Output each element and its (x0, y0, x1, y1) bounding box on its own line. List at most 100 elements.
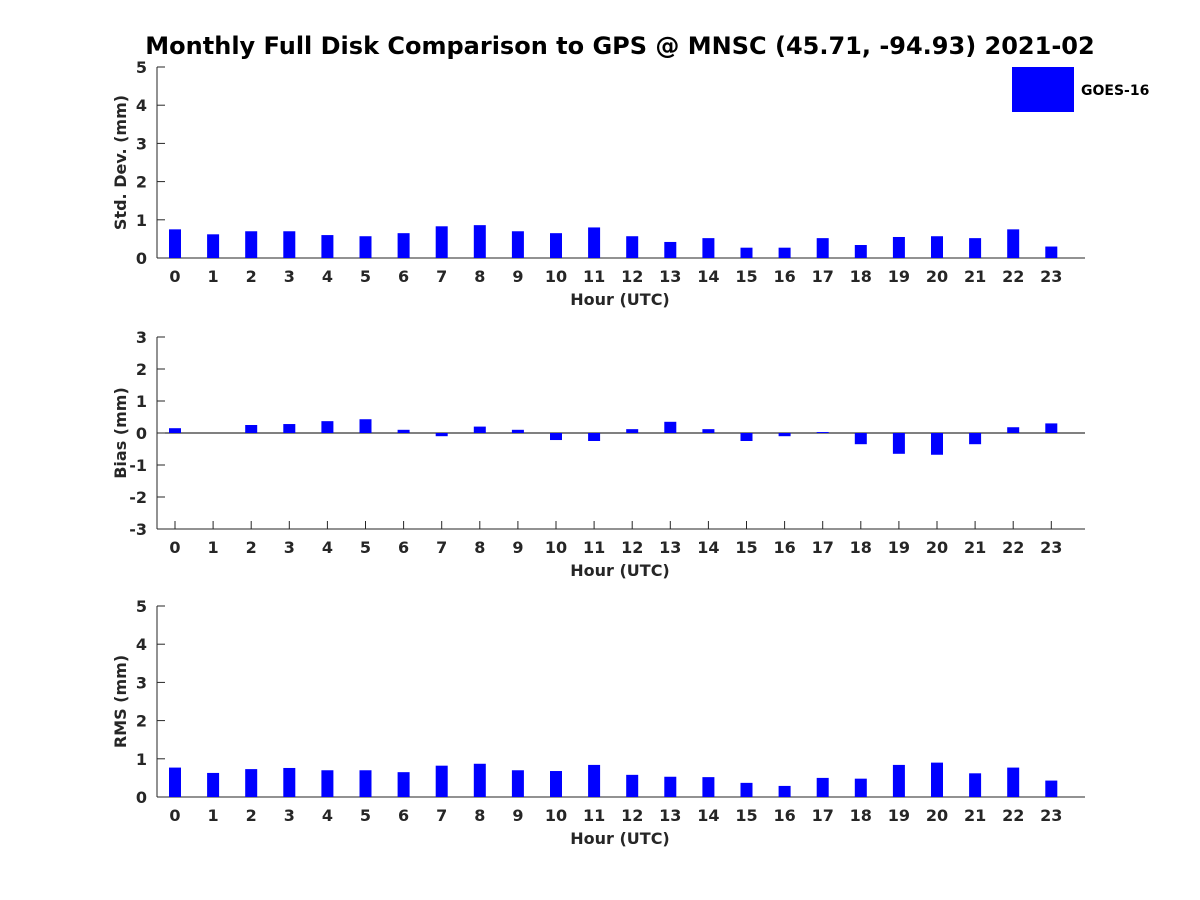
legend-label-goes-16: GOES-16 (1081, 83, 1149, 99)
rms-x-tick-label: 2 (246, 806, 257, 825)
bias-y-tick-label: -3 (129, 520, 147, 539)
rms-bar-hour-17 (816, 777, 829, 797)
rms-bar-hour-4 (321, 770, 334, 797)
bias-bar-hour-20 (931, 433, 943, 455)
std-dev-bar-hour-3 (283, 231, 296, 258)
rms-x-tick-label: 1 (208, 806, 219, 825)
std-dev-x-tick-label: 18 (850, 267, 872, 286)
std-dev-x-tick-label: 11 (583, 267, 605, 286)
rms-y-tick-label: 2 (136, 712, 147, 731)
bias-bar-hour-6 (397, 429, 410, 433)
std-dev-bar-hour-10 (550, 233, 562, 258)
rms-x-tick-label: 10 (545, 806, 567, 825)
bias-x-tick-label: 9 (512, 538, 523, 557)
std-dev-x-tick-label: 6 (398, 267, 409, 286)
std-dev-bar-hour-19 (892, 236, 905, 258)
bias-x-tick-label: 12 (621, 538, 643, 557)
bias-bar-hour-13 (664, 421, 677, 433)
std-dev-x-tick-label: 19 (888, 267, 910, 286)
rms-x-tick-label: 0 (169, 806, 180, 825)
rms-x-tick-label: 19 (888, 806, 910, 825)
std-dev-y-tick-label: 2 (136, 173, 147, 192)
bias-x-tick-label: 8 (474, 538, 485, 557)
std-dev-x-tick-label: 3 (284, 267, 295, 286)
bias-x-tick-label: 1 (208, 538, 219, 557)
std-dev-x-tick-label: 5 (360, 267, 371, 286)
bias-y-tick-label: -2 (129, 488, 147, 507)
bias-x-tick-label: 13 (659, 538, 681, 557)
rms-x-tick-label: 13 (659, 806, 681, 825)
rms-y-tick-label: 1 (136, 750, 147, 769)
rms-bar-hour-10 (550, 771, 562, 797)
bias-x-tick-label: 17 (812, 538, 834, 557)
bias-bar-hour-4 (321, 421, 334, 433)
rms-bar-hour-8 (473, 763, 486, 797)
std-dev-x-tick-label: 7 (436, 267, 447, 286)
std-dev-bar-hour-23 (1045, 246, 1058, 258)
bias-x-tick-label: 14 (697, 538, 719, 557)
std-dev-y-tick-label: 5 (136, 58, 147, 77)
std-dev-bar-hour-7 (435, 226, 448, 258)
bias-x-tick-label: 15 (735, 538, 757, 557)
std-dev-bar-hour-20 (931, 236, 943, 258)
std-dev-y-axis-label: Std. Dev. (mm) (111, 95, 130, 230)
rms-x-tick-label: 23 (1040, 806, 1062, 825)
rms-bar-hour-14 (702, 777, 715, 797)
std-dev-bar-hour-22 (1007, 229, 1020, 258)
std-dev-x-tick-label: 9 (512, 267, 523, 286)
rms-bar-hour-16 (778, 785, 791, 797)
bias-bar-hour-9 (511, 429, 524, 433)
rms-x-tick-label: 5 (360, 806, 371, 825)
bias-x-tick-label: 23 (1040, 538, 1062, 557)
bias-bar-hour-16 (778, 433, 791, 437)
bias-bar-hour-22 (1007, 427, 1020, 433)
std-dev-bar-hour-15 (740, 247, 753, 258)
rms-bar-hour-18 (854, 778, 867, 797)
bias-bar-hour-14 (702, 429, 715, 433)
rms-bar-hour-0 (169, 767, 181, 797)
std-dev-bar-hour-8 (473, 225, 486, 258)
rms-bar-hour-21 (969, 773, 982, 797)
std-dev-x-tick-label: 8 (474, 267, 485, 286)
std-dev-y-tick-label: 1 (136, 211, 147, 230)
bias-x-tick-label: 16 (773, 538, 795, 557)
bias-bar-hour-12 (626, 429, 639, 433)
bias-bar-hour-5 (359, 419, 372, 433)
chart-title: Monthly Full Disk Comparison to GPS @ MN… (145, 32, 1094, 60)
legend: GOES-16 (1012, 67, 1149, 112)
bias-bar-hour-15 (740, 433, 753, 441)
std-dev-bar-hour-4 (321, 235, 334, 258)
std-dev-x-tick-label: 17 (812, 267, 834, 286)
bias-x-tick-label: 7 (436, 538, 447, 557)
bias-x-tick-label: 21 (964, 538, 986, 557)
rms-bar-hour-19 (892, 764, 905, 797)
std-dev-x-tick-label: 22 (1002, 267, 1024, 286)
std-dev-bar-hour-1 (207, 234, 220, 258)
std-dev-x-tick-label: 15 (735, 267, 757, 286)
bias-x-tick-label: 22 (1002, 538, 1024, 557)
rms-bar-hour-5 (359, 770, 372, 797)
rms-x-tick-label: 17 (812, 806, 834, 825)
bias-bar-hour-10 (550, 433, 562, 441)
std-dev-bar-hour-11 (588, 227, 601, 258)
bias-bar-hour-18 (854, 433, 867, 445)
rms-x-tick-label: 12 (621, 806, 643, 825)
bias-bar-hour-11 (588, 433, 601, 441)
rms-x-tick-label: 4 (322, 806, 333, 825)
rms-x-tick-label: 6 (398, 806, 409, 825)
rms-x-tick-label: 9 (512, 806, 523, 825)
std-dev-x-tick-label: 0 (169, 267, 180, 286)
bias-x-tick-label: 6 (398, 538, 409, 557)
bias-bar-hour-8 (473, 426, 486, 433)
rms-x-tick-label: 14 (697, 806, 719, 825)
rms-bar-hour-1 (207, 772, 220, 797)
legend-swatch-goes-16 (1012, 67, 1074, 112)
rms-y-tick-label: 3 (136, 673, 147, 692)
rms-x-tick-label: 7 (436, 806, 447, 825)
bias-y-tick-label: 1 (136, 392, 147, 411)
rms-y-tick-label: 4 (136, 635, 147, 654)
bias-x-axis-label: Hour (UTC) (570, 561, 670, 580)
bias-y-tick-label: 2 (136, 360, 147, 379)
